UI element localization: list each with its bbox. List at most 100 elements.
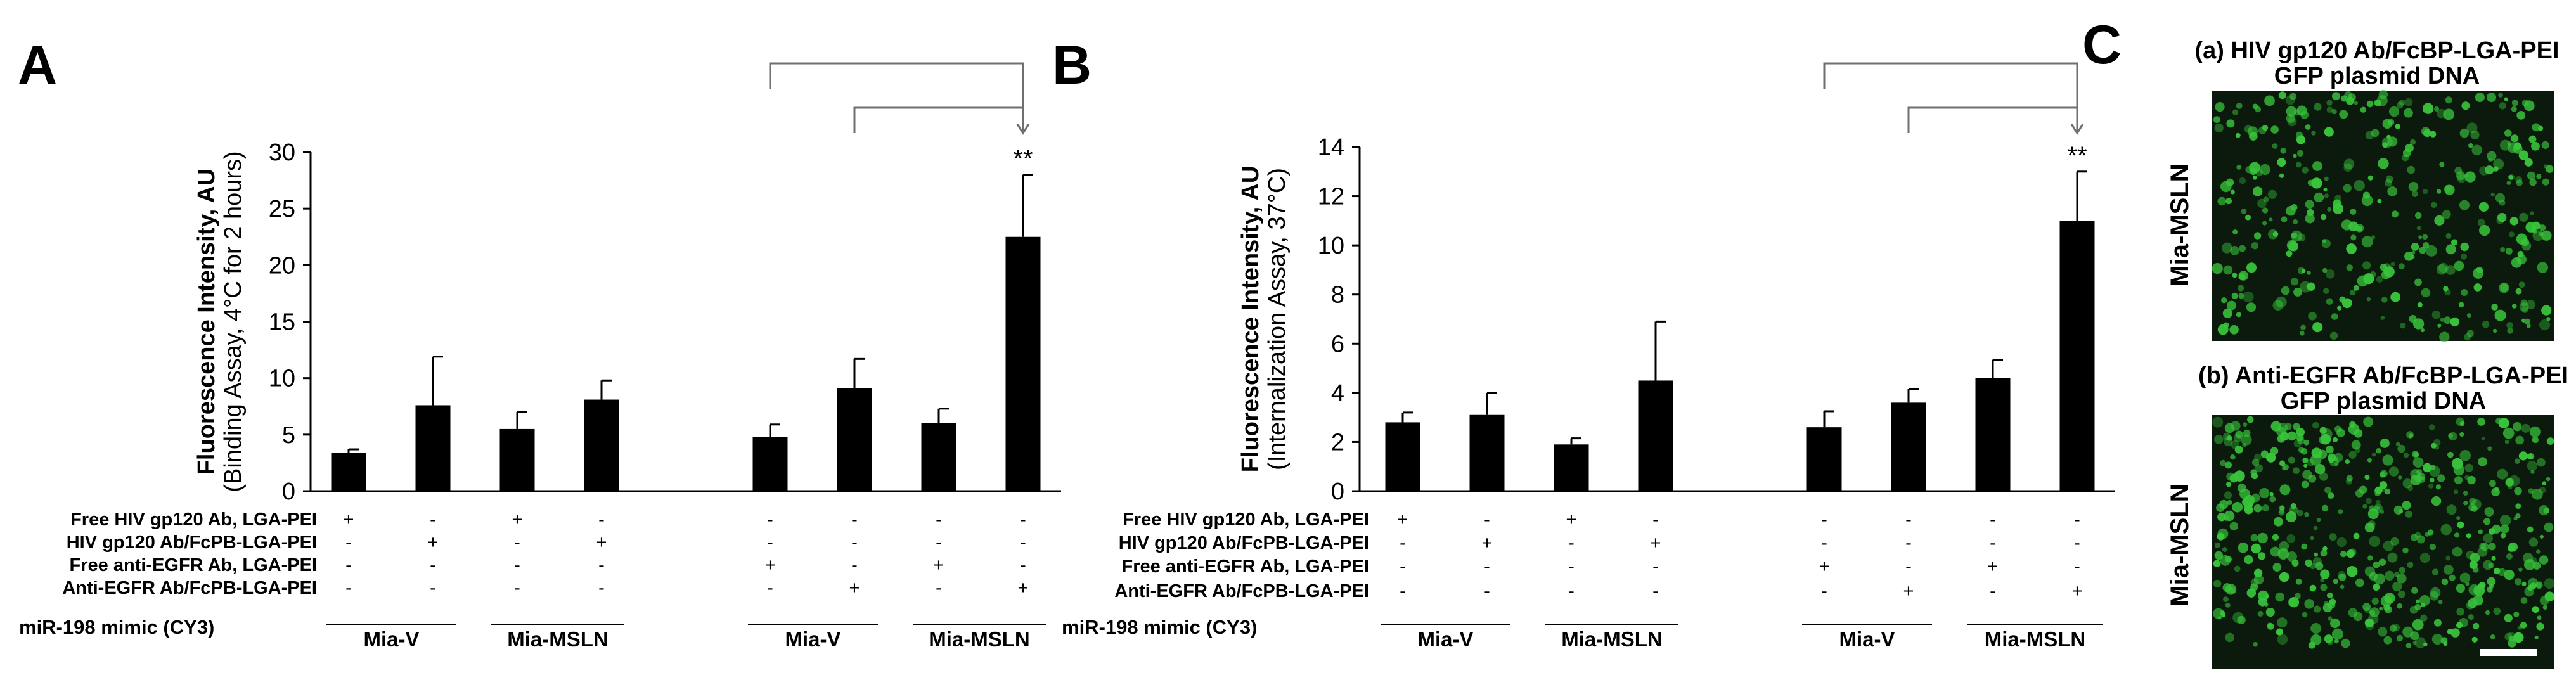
- cell: [2374, 489, 2381, 496]
- cell: [2227, 435, 2232, 441]
- cell: [2428, 483, 2434, 489]
- cell: [2279, 173, 2284, 178]
- cell: [2411, 587, 2418, 594]
- cell: [2473, 585, 2485, 596]
- condition-row-label: Free HIV gp120 Ab, LGA-PEI: [1123, 510, 1369, 530]
- cell: [2532, 123, 2541, 132]
- cell: [2517, 250, 2524, 257]
- cell: [2527, 453, 2535, 460]
- cell: [2220, 181, 2232, 193]
- cell: [2338, 570, 2346, 579]
- cell: [2222, 547, 2227, 553]
- cell: [2268, 229, 2278, 240]
- cell: [2477, 547, 2488, 557]
- condition-mark: -: [851, 532, 858, 553]
- cell: [2213, 116, 2220, 124]
- cell: [2362, 504, 2367, 509]
- bar: [752, 437, 788, 491]
- panel-letter-a: A: [18, 35, 57, 96]
- cell: [2303, 439, 2310, 446]
- cell: [2296, 135, 2306, 144]
- cell: [2249, 132, 2258, 141]
- cell: [2515, 503, 2521, 509]
- cell: [2539, 534, 2544, 539]
- cell: [2457, 174, 2466, 183]
- cell: [2507, 141, 2512, 146]
- cell: [2264, 95, 2275, 106]
- cell: [2251, 458, 2260, 466]
- cell: [2373, 561, 2380, 568]
- cell: [2280, 148, 2286, 154]
- cell: [2360, 106, 2367, 113]
- cell: [2464, 333, 2471, 341]
- condition-mark: +: [1651, 533, 1661, 553]
- cell: [2456, 516, 2461, 520]
- cell: [2450, 628, 2460, 638]
- cell: [2500, 524, 2509, 534]
- cell: [2277, 423, 2288, 433]
- cell: [2326, 298, 2333, 305]
- cell: [2381, 270, 2391, 279]
- cell: [2420, 614, 2428, 622]
- micrograph-a-subtitle: GFP plasmid DNA: [2274, 63, 2480, 89]
- cell: [2468, 143, 2473, 148]
- cell: [2518, 451, 2528, 461]
- cell: [2539, 319, 2551, 331]
- cell: [2328, 492, 2334, 499]
- y-tick-label: 10: [1318, 233, 1344, 259]
- cell: [2327, 601, 2336, 609]
- condition-mark: -: [1990, 533, 1996, 553]
- cell: [2536, 549, 2541, 554]
- cell: [2437, 323, 2442, 328]
- cell: [2367, 175, 2373, 181]
- cell: [2431, 202, 2437, 208]
- cell: [2470, 130, 2480, 139]
- cell: [2324, 634, 2333, 643]
- y-tick-label: 6: [1331, 331, 1344, 357]
- cell: [2487, 151, 2497, 161]
- cell: [2402, 154, 2409, 162]
- cell: [2343, 184, 2352, 193]
- bar: [1806, 427, 1842, 491]
- cell: [2297, 267, 2305, 274]
- cell: [2519, 212, 2528, 222]
- cell: [2463, 501, 2468, 506]
- cell: [2267, 189, 2277, 199]
- cell: [2495, 193, 2505, 203]
- cell: [2308, 311, 2317, 321]
- cell: [2312, 557, 2322, 567]
- cell: [2434, 215, 2445, 226]
- mimic-label: miR-198 mimic (CY3): [1062, 616, 1257, 638]
- cell: [2253, 574, 2264, 585]
- cell: [2228, 586, 2236, 594]
- cell: [2393, 505, 2403, 515]
- cell: [2330, 618, 2340, 629]
- cell: [2302, 457, 2309, 464]
- cell: [2337, 305, 2342, 311]
- cell: [2453, 489, 2459, 494]
- cell: [2366, 297, 2371, 302]
- cell: [2329, 457, 2340, 467]
- cell: [2541, 230, 2552, 241]
- bars: [331, 236, 1041, 491]
- cell: [2329, 533, 2337, 541]
- cell: [2331, 313, 2338, 320]
- cell: [2414, 603, 2421, 611]
- cell: [2313, 525, 2318, 530]
- cell: [2421, 127, 2430, 136]
- condition-mark: +: [1903, 581, 1914, 601]
- cell: [2421, 288, 2431, 298]
- cell: [2469, 498, 2476, 505]
- cell: [2538, 125, 2544, 131]
- cell: [2229, 325, 2239, 335]
- cell: [2436, 189, 2442, 194]
- cell: [2225, 461, 2232, 469]
- cell: [2481, 436, 2485, 440]
- cell: [2457, 521, 2464, 529]
- cell: [2338, 509, 2343, 515]
- cell: [2430, 131, 2437, 138]
- cell: [2237, 285, 2244, 292]
- condition-mark: -: [1400, 556, 1406, 577]
- cell: [2416, 535, 2425, 544]
- cell: [2387, 136, 2398, 147]
